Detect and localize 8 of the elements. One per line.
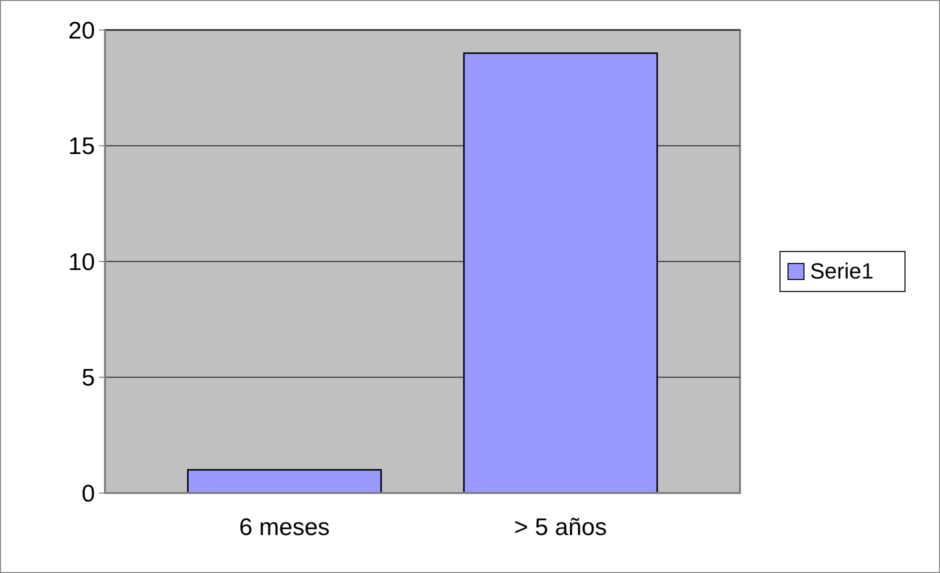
y-tick-label: 10 [68, 248, 95, 276]
legend-label: Serie1 [810, 258, 874, 284]
y-tick-label: 0 [82, 480, 95, 508]
y-tick-label: 20 [68, 17, 95, 44]
y-tick-label: 5 [82, 364, 95, 392]
x-tick-label: 6 meses [239, 514, 330, 541]
x-tick-label: > 5 años [514, 514, 607, 541]
y-tick-label: 15 [68, 133, 95, 160]
